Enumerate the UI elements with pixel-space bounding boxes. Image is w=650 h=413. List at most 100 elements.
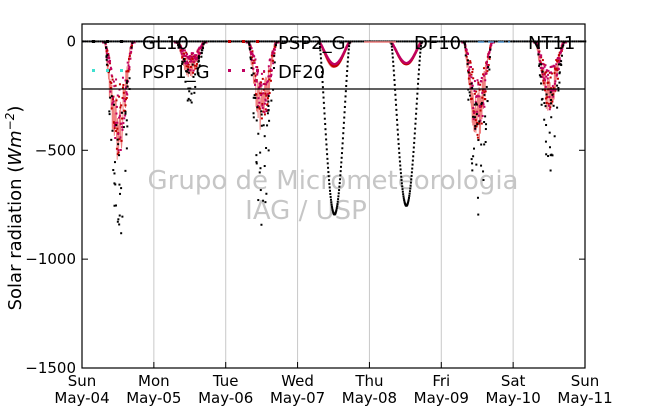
series-DF20-point <box>556 73 559 76</box>
series-DF20-point <box>193 57 196 60</box>
series-GL10-point <box>118 183 121 186</box>
series-GL10-point <box>419 44 422 47</box>
series-PSP2_G-point <box>121 96 124 99</box>
series-GL10-point <box>475 163 478 166</box>
series-PSP2_G-point <box>128 54 131 57</box>
series-GL10-point <box>549 154 552 157</box>
series-DF20-point <box>198 46 201 49</box>
series-GL10-point <box>158 40 161 43</box>
series-DF20-point <box>180 50 183 53</box>
series-PSP2_G-point <box>118 95 121 98</box>
series-GL10-point <box>466 63 469 66</box>
series-GL10-point <box>398 160 401 163</box>
series-GL10-point <box>323 40 326 43</box>
series-DF20-point <box>199 45 202 48</box>
legend-marker-PSP1_G <box>106 69 109 72</box>
series-GL10-point <box>403 201 406 204</box>
series-DF20-point <box>266 80 269 83</box>
series-PSP2_G-point <box>262 88 265 91</box>
series-DF20-point <box>197 51 200 54</box>
series-PSP2_G-point <box>121 86 124 89</box>
series-PSP2_G-point <box>251 62 254 65</box>
series-GL10-point <box>408 194 411 197</box>
series-GL10-point <box>146 40 149 43</box>
series-GL10-point <box>393 83 396 86</box>
series-GL10-point <box>272 67 275 70</box>
series-DF20-point <box>551 65 554 68</box>
series-PSP2_G-point <box>106 49 109 52</box>
series-DF20-point <box>121 126 124 129</box>
series-PSP2_G-point <box>554 68 557 71</box>
series-DF20-point <box>118 114 121 117</box>
series-PSP2_G-point <box>187 63 190 66</box>
series-GL10-point <box>113 204 116 207</box>
series-DF20-point <box>470 76 473 79</box>
series-GL10-point <box>349 41 352 44</box>
series-GL10-point <box>557 89 560 92</box>
series-DF20-point <box>195 58 198 61</box>
series-PSP2_G-point <box>110 107 113 110</box>
watermark-line1: Grupo de Micrometeorologia <box>148 166 519 196</box>
series-GL10-point <box>391 52 394 55</box>
series-GL10-point <box>329 189 332 192</box>
series-GL10-point <box>558 40 561 43</box>
series-DF20-point <box>260 72 263 75</box>
series-DF20-point <box>559 52 562 55</box>
series-GL10-point <box>460 40 463 43</box>
series-GL10-point <box>396 128 399 131</box>
series-PSP2_G-point <box>122 83 125 86</box>
series-PSP2_G-point <box>253 59 256 62</box>
y-tick-label: 0 <box>66 32 76 50</box>
series-GL10-point <box>538 63 541 66</box>
series-GL10-point <box>330 203 333 206</box>
series-GL10-point <box>341 137 344 140</box>
series-DF20-point <box>468 74 471 77</box>
series-GL10-point <box>475 113 478 116</box>
series-GL10-point <box>484 40 487 43</box>
series-GL10-point <box>259 189 262 192</box>
series-PSP2_G-point <box>472 77 475 80</box>
series-GL10-point <box>190 40 193 43</box>
series-GL10-point <box>544 105 547 108</box>
series-PSP2_G-point <box>481 96 484 99</box>
series-GL10-point <box>110 40 113 43</box>
series-GL10-point <box>177 40 180 43</box>
series-DF20-point <box>123 117 126 120</box>
series-DF20-point <box>263 70 266 73</box>
series-PSP2_G-point <box>122 91 125 94</box>
series-GL10-point <box>214 40 217 43</box>
series-DF20-point <box>539 55 542 58</box>
series-GL10-point <box>480 101 483 104</box>
series-PSP2_G-point <box>117 151 120 154</box>
series-DF20-point <box>261 104 264 107</box>
series-GL10-point <box>395 108 398 111</box>
series-DF20-point <box>107 54 110 57</box>
series-PSP2_G-point <box>266 103 269 106</box>
series-GL10-point <box>552 104 555 107</box>
series-GL10-point <box>541 97 544 100</box>
series-GL10-point <box>255 161 258 164</box>
series-GL10-point <box>549 40 552 43</box>
series-GL10-point <box>449 40 452 43</box>
series-DF20-point <box>487 55 490 58</box>
series-GL10-point <box>198 64 201 67</box>
series-GL10-point <box>515 40 518 43</box>
legend-label-PSP1_G: PSP1_G <box>142 62 210 83</box>
series-PSP2_G-point <box>124 104 127 107</box>
series-GL10-point <box>338 185 341 188</box>
series-GL10-point <box>220 40 223 43</box>
series-GL10-point <box>199 40 202 43</box>
series-GL10-point <box>343 116 346 119</box>
series-GL10-point <box>248 48 251 51</box>
series-GL10-point <box>347 52 350 55</box>
series-GL10-point <box>484 140 487 143</box>
series-DF20-point <box>110 68 113 71</box>
series-DF20-point <box>129 57 132 60</box>
series-DF20-point <box>465 48 468 51</box>
series-GL10-point <box>538 64 541 67</box>
grid-lines <box>153 24 514 368</box>
series-DF20-point <box>480 80 483 83</box>
series-GL10-point <box>144 40 147 43</box>
series-GL10-point <box>325 40 328 43</box>
series-GL10-point <box>256 106 259 109</box>
